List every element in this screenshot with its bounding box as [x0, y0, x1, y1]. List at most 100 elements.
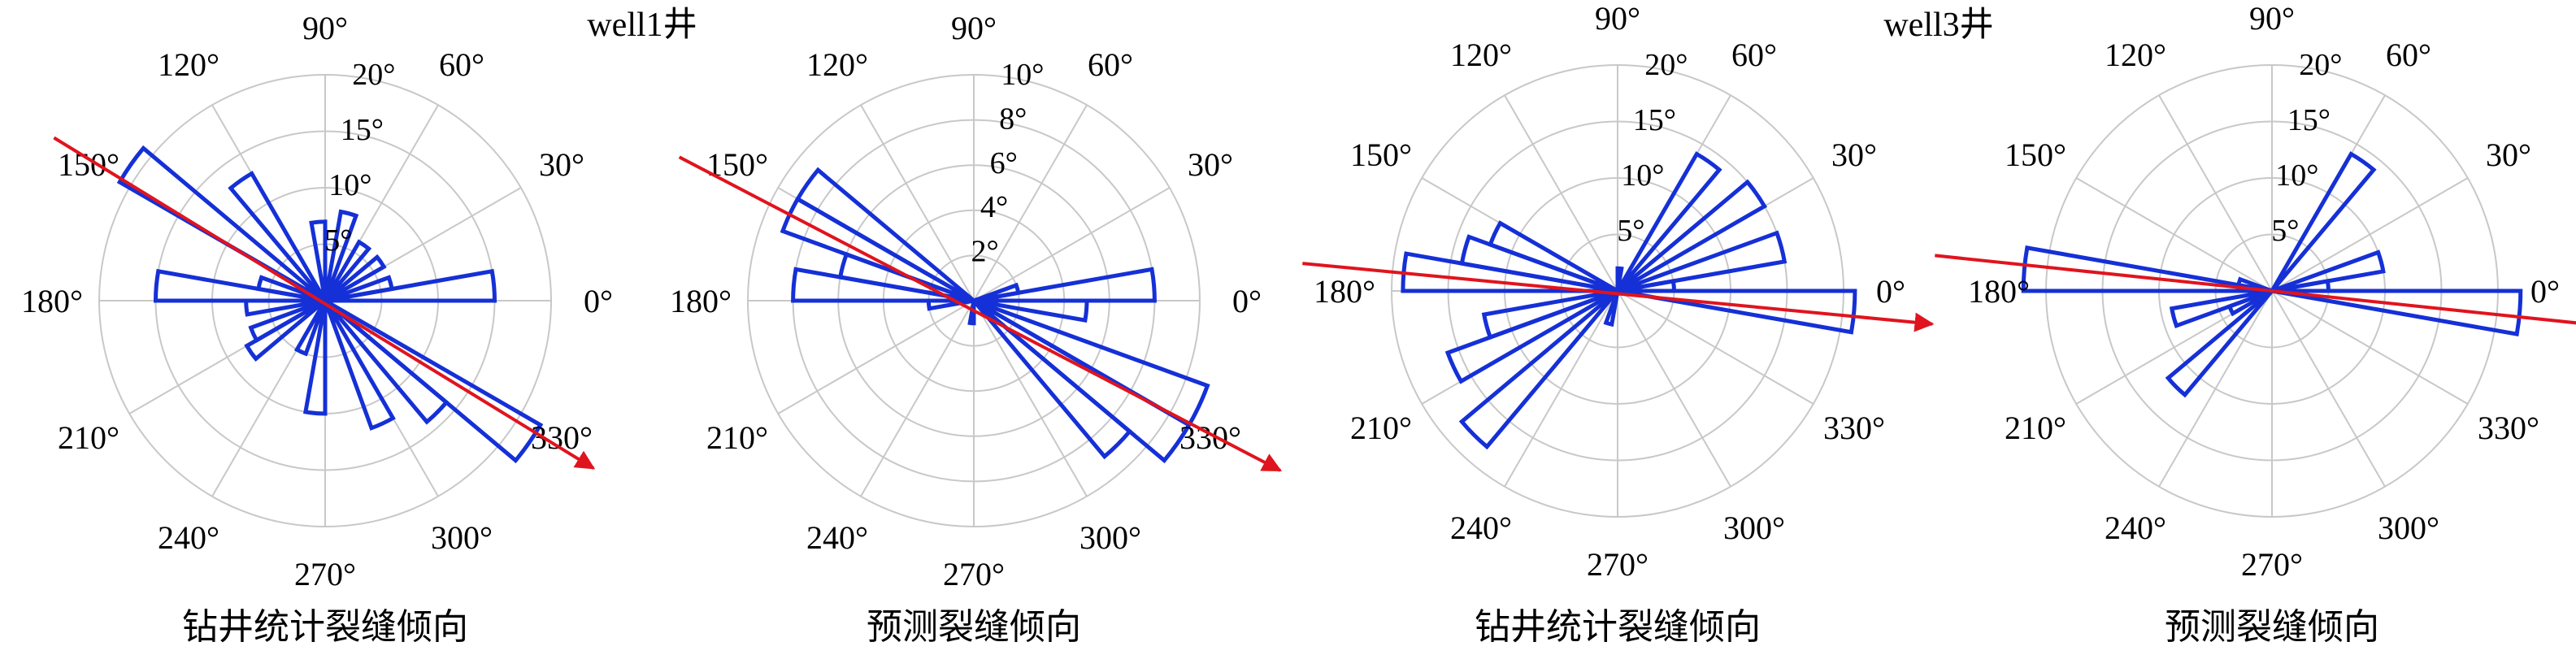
rose-wedge — [324, 268, 497, 303]
angle-tick-label: 60° — [2386, 37, 2431, 73]
grid-spoke — [860, 300, 975, 497]
radial-tick-label: 2° — [971, 235, 998, 269]
grid-spoke — [973, 187, 1171, 301]
angle-tick-label: 180° — [1314, 273, 1375, 310]
grid-spoke — [1504, 94, 1618, 292]
radial-tick-label: 10° — [1001, 58, 1044, 92]
grid-spoke — [860, 104, 975, 301]
trend-arrow — [1302, 262, 1935, 332]
angle-tick-label: 0° — [1876, 273, 1905, 310]
grid-spoke — [973, 104, 1088, 301]
rose-wedge — [973, 298, 1089, 323]
rose-wedge — [324, 254, 387, 303]
angle-tick-label: 300° — [2378, 510, 2439, 546]
grid-spoke — [1617, 290, 1814, 405]
radial-tick-label: 10° — [1621, 158, 1664, 193]
radial-tick-label: 15° — [341, 113, 384, 147]
rose-wedge — [973, 282, 1021, 303]
angle-tick-label: 240° — [158, 519, 219, 556]
rose-wedge — [244, 298, 326, 317]
angle-tick-label: 330° — [1179, 419, 1241, 456]
rose-wedge — [1615, 151, 1722, 293]
rose-wedge — [323, 239, 372, 302]
angle-tick-label: 180° — [1968, 273, 2030, 310]
rose-wedge — [1616, 179, 1768, 293]
angle-tick-label: 90° — [951, 10, 997, 46]
angle-tick-label: 30° — [1188, 146, 1233, 183]
rose-wedge — [2021, 245, 2273, 293]
radial-tick-label: 10° — [2275, 158, 2318, 193]
angle-tick-label: 30° — [2486, 137, 2531, 173]
angle-tick-label: 0° — [1232, 283, 1262, 319]
angle-tick-label: 150° — [1350, 137, 1412, 173]
angle-tick-label: 270° — [2241, 546, 2303, 583]
angle-tick-label: 60° — [1088, 46, 1133, 83]
radial-tick-label: 8° — [999, 102, 1027, 137]
radial-tick-label: 6° — [990, 146, 1018, 180]
trend-arrow — [1935, 254, 2576, 325]
rose-wedge — [323, 299, 396, 431]
rose-wedge — [2165, 289, 2274, 398]
rose-wedge — [972, 298, 1192, 464]
well1-title: well1井 — [587, 7, 697, 44]
angle-tick-label: 0° — [584, 283, 613, 319]
grid-spoke — [2158, 290, 2273, 488]
grid-spoke — [2271, 290, 2469, 405]
rose-wedge — [972, 298, 1210, 428]
radial-tick-label: 20° — [352, 58, 395, 92]
trend-arrow — [53, 136, 596, 470]
rose-wedge — [973, 267, 1157, 303]
grid-spoke — [1504, 290, 1618, 488]
angle-tick-label: 300° — [1079, 519, 1141, 556]
angle-tick-label: 150° — [58, 146, 119, 183]
angle-tick-label: 330° — [2478, 410, 2539, 446]
rose-wedge — [153, 268, 326, 303]
angle-tick-label: 0° — [2530, 273, 2560, 310]
angle-tick-label: 210° — [706, 419, 768, 456]
rose-wedge — [228, 171, 328, 302]
angle-tick-label: 270° — [1587, 546, 1649, 583]
radial-tick-label: 5° — [324, 223, 352, 258]
radial-tick-label: 10° — [328, 168, 371, 202]
rose-wedge — [244, 298, 327, 362]
radial-tick-label: 15° — [1633, 103, 1676, 137]
angle-tick-label: 240° — [1450, 510, 1512, 546]
grid-spoke — [1617, 290, 1731, 488]
radial-tick-label: 20° — [2299, 48, 2342, 82]
rose-chart-well1-drilling: 0°30°60°90°120°150°180°210°240°270°300°3… — [21, 10, 613, 592]
rose-wedge — [1617, 230, 1788, 293]
angle-tick-label: 210° — [58, 419, 119, 456]
rose-wedge — [1617, 288, 1857, 335]
grid-spoke — [777, 300, 975, 414]
caption-well1-drilling: 钻井统计裂缝倾向 — [182, 607, 468, 647]
rose-wedge — [1458, 289, 1619, 450]
angle-tick-label: 90° — [1595, 0, 1640, 37]
angle-tick-label: 90° — [2249, 0, 2295, 37]
rose-wedge — [323, 209, 359, 301]
angle-tick-label: 60° — [1731, 37, 1777, 73]
angle-tick-label: 120° — [1450, 37, 1512, 73]
caption-well1-predicted: 预测裂缝倾向 — [867, 607, 1081, 647]
angle-tick-label: 270° — [294, 556, 356, 592]
rose-wedge — [2271, 288, 2523, 336]
angle-tick-label: 150° — [2005, 137, 2066, 173]
rose-chart-well1-predicted: 0°30°60°90°120°150°180°210°240°270°300°3… — [670, 10, 1283, 592]
angle-tick-label: 300° — [1723, 510, 1785, 546]
grid-spoke — [2271, 177, 2469, 292]
rose-chart-well3-predicted: 0° 30° 60° 90° 120° 150° 180° 210° 240° 270° 300° 3… — [1935, 0, 2576, 583]
grid-spoke — [973, 300, 1088, 497]
angle-tick-label: 270° — [943, 556, 1005, 592]
rose-wedge — [324, 275, 394, 303]
angle-tick-label: 30° — [1831, 137, 1877, 173]
grid-spoke — [2158, 94, 2273, 292]
rose-wedge — [2226, 288, 2274, 317]
rose-wedge — [1615, 266, 1624, 292]
rose-wedge — [967, 300, 976, 326]
rose-chart-well3-drilling: 0° 30° 60° 90° 120° 150° 180° 210° 240° 270° 300° 3… — [1302, 0, 1935, 583]
rose-wedge — [293, 299, 328, 357]
angle-tick-label: 240° — [2105, 510, 2166, 546]
rose-wedge — [116, 145, 327, 303]
radial-tick-label: 5° — [2271, 214, 2299, 248]
angle-tick-label: 330° — [1823, 410, 1885, 446]
radial-tick-label: 4° — [980, 190, 1008, 224]
